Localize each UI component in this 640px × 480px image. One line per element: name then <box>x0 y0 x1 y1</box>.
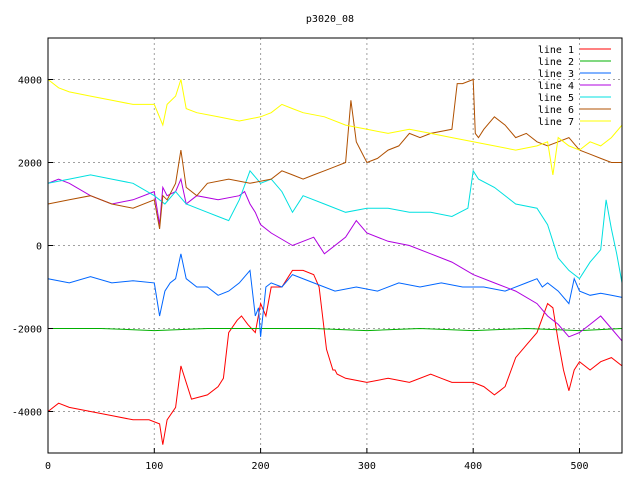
axis-ticks: 0 100 200 300 400 500 -4000 -2000 0 2000 4000 <box>12 76 589 473</box>
y-tick-label: 4000 <box>18 76 42 87</box>
legend-label-3: line 3 <box>538 69 574 80</box>
legend-label-6: line 6 <box>538 105 574 116</box>
y-tick-label: -4000 <box>12 408 42 419</box>
series-line-7 <box>47 79 623 175</box>
series-line-4 <box>47 177 623 342</box>
x-tick-label: 0 <box>45 461 51 472</box>
x-tick-label: 100 <box>145 461 163 472</box>
x-tick-label: 500 <box>570 461 588 472</box>
x-tick-label: 200 <box>252 461 270 472</box>
legend-label-2: line 2 <box>538 57 574 68</box>
legend-label-5: line 5 <box>538 93 574 104</box>
series-line-6 <box>47 78 622 229</box>
y-tick-label: -2000 <box>12 325 42 336</box>
legend-label-1: line 1 <box>538 45 574 56</box>
legend-label-4: line 4 <box>538 81 574 92</box>
series-line-3 <box>47 253 623 337</box>
y-tick-label: 0 <box>36 242 42 253</box>
x-tick-label: 400 <box>464 461 482 472</box>
legend-label-7: line 7 <box>538 117 574 128</box>
series-group <box>47 78 623 445</box>
x-tick-label: 300 <box>358 461 376 472</box>
chart-title: p3020_08 <box>306 14 354 25</box>
series-line-5 <box>47 169 623 283</box>
series-line-2 <box>48 327 623 332</box>
grid-lines <box>48 38 622 453</box>
series-line-1 <box>47 269 623 445</box>
y-tick-label: 2000 <box>18 159 42 170</box>
